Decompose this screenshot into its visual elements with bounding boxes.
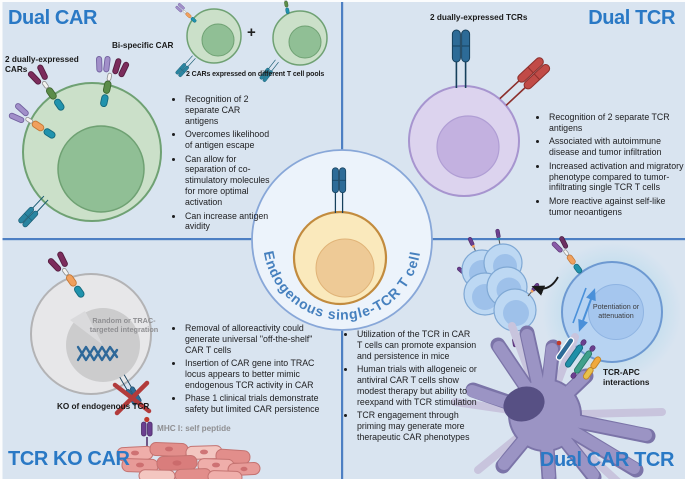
label-ko-endogenous-tcr: KO of endogenous TCR [57, 402, 150, 411]
tcr-ko-car-graphics [30, 251, 261, 479]
title-dual-car-tcr: Dual CAR TCR [539, 449, 674, 471]
tcr-ko-car-bullets: Removal of alloreactivity could generate… [173, 323, 325, 418]
label-tcr-apc-interactions: TCR-APC interactions [603, 368, 650, 387]
label-dually-expressed-cars: 2 dually-expressed CARs [5, 55, 79, 74]
dual-car-bullets: Recognition of 2 separate CAR antigens O… [173, 94, 332, 235]
title-dual-car: Dual CAR [8, 7, 98, 29]
car-receptor-icon [8, 103, 56, 139]
car-receptor-icon [27, 64, 65, 111]
title-dual-tcr: Dual TCR [588, 7, 675, 29]
label-potentiation: Potentiation or attenuation [592, 302, 640, 320]
dual-tcr-graphics [408, 29, 553, 197]
tissue-nuclei [131, 446, 248, 472]
dual-car-graphics [8, 0, 328, 229]
tcr-red-icon [496, 55, 553, 110]
signal-arrows-icon [572, 287, 596, 332]
title-tcr-ko-car: TCR KO CAR [8, 448, 130, 470]
expanded-t-cells-cluster [457, 228, 540, 348]
car-receptor-icon [284, 0, 290, 15]
plus-sign: + [247, 24, 256, 41]
label-bispecific-car: Bi-specific CAR [112, 41, 174, 50]
dual-car-tcr-graphics [451, 228, 682, 479]
expansion-arrow-icon [531, 276, 559, 296]
center-endogenous-cell: Endogenous single-TCR T cell [251, 149, 433, 331]
dual-car-tcr-bullets: Utilization of the TCR in CAR T cells ca… [345, 329, 477, 446]
label-mhc-self-peptide: MHC I: self peptide [157, 424, 231, 433]
apc-dendritic-cell [451, 322, 666, 479]
bispecific-car-icon [96, 55, 130, 108]
green-t-cell-nucleus [57, 125, 145, 213]
tissue-cells [116, 442, 261, 479]
knockout-x-icon [112, 380, 152, 416]
dual-tcr-bullets: Recognition of 2 separate TCR antigens A… [537, 112, 685, 220]
car-receptor-icon [47, 251, 85, 298]
dna-icon [76, 345, 119, 362]
apc-nucleus [503, 386, 545, 422]
label-dually-expressed-tcrs: 2 dually-expressed TCRs [430, 13, 528, 22]
label-car-pools: 2 CARs expressed on different T cell poo… [186, 71, 325, 78]
purple-t-cell-nucleus [436, 115, 500, 179]
tcr-apc-receptors [555, 337, 602, 380]
label-trac-integration: Random or TRAC-targeted integration [89, 316, 159, 334]
car-receptor-icon [175, 3, 197, 23]
car-receptor-icon [551, 236, 583, 274]
tcr-blue-icon [451, 29, 471, 89]
yellow-t-cell-nucleus [315, 238, 375, 298]
